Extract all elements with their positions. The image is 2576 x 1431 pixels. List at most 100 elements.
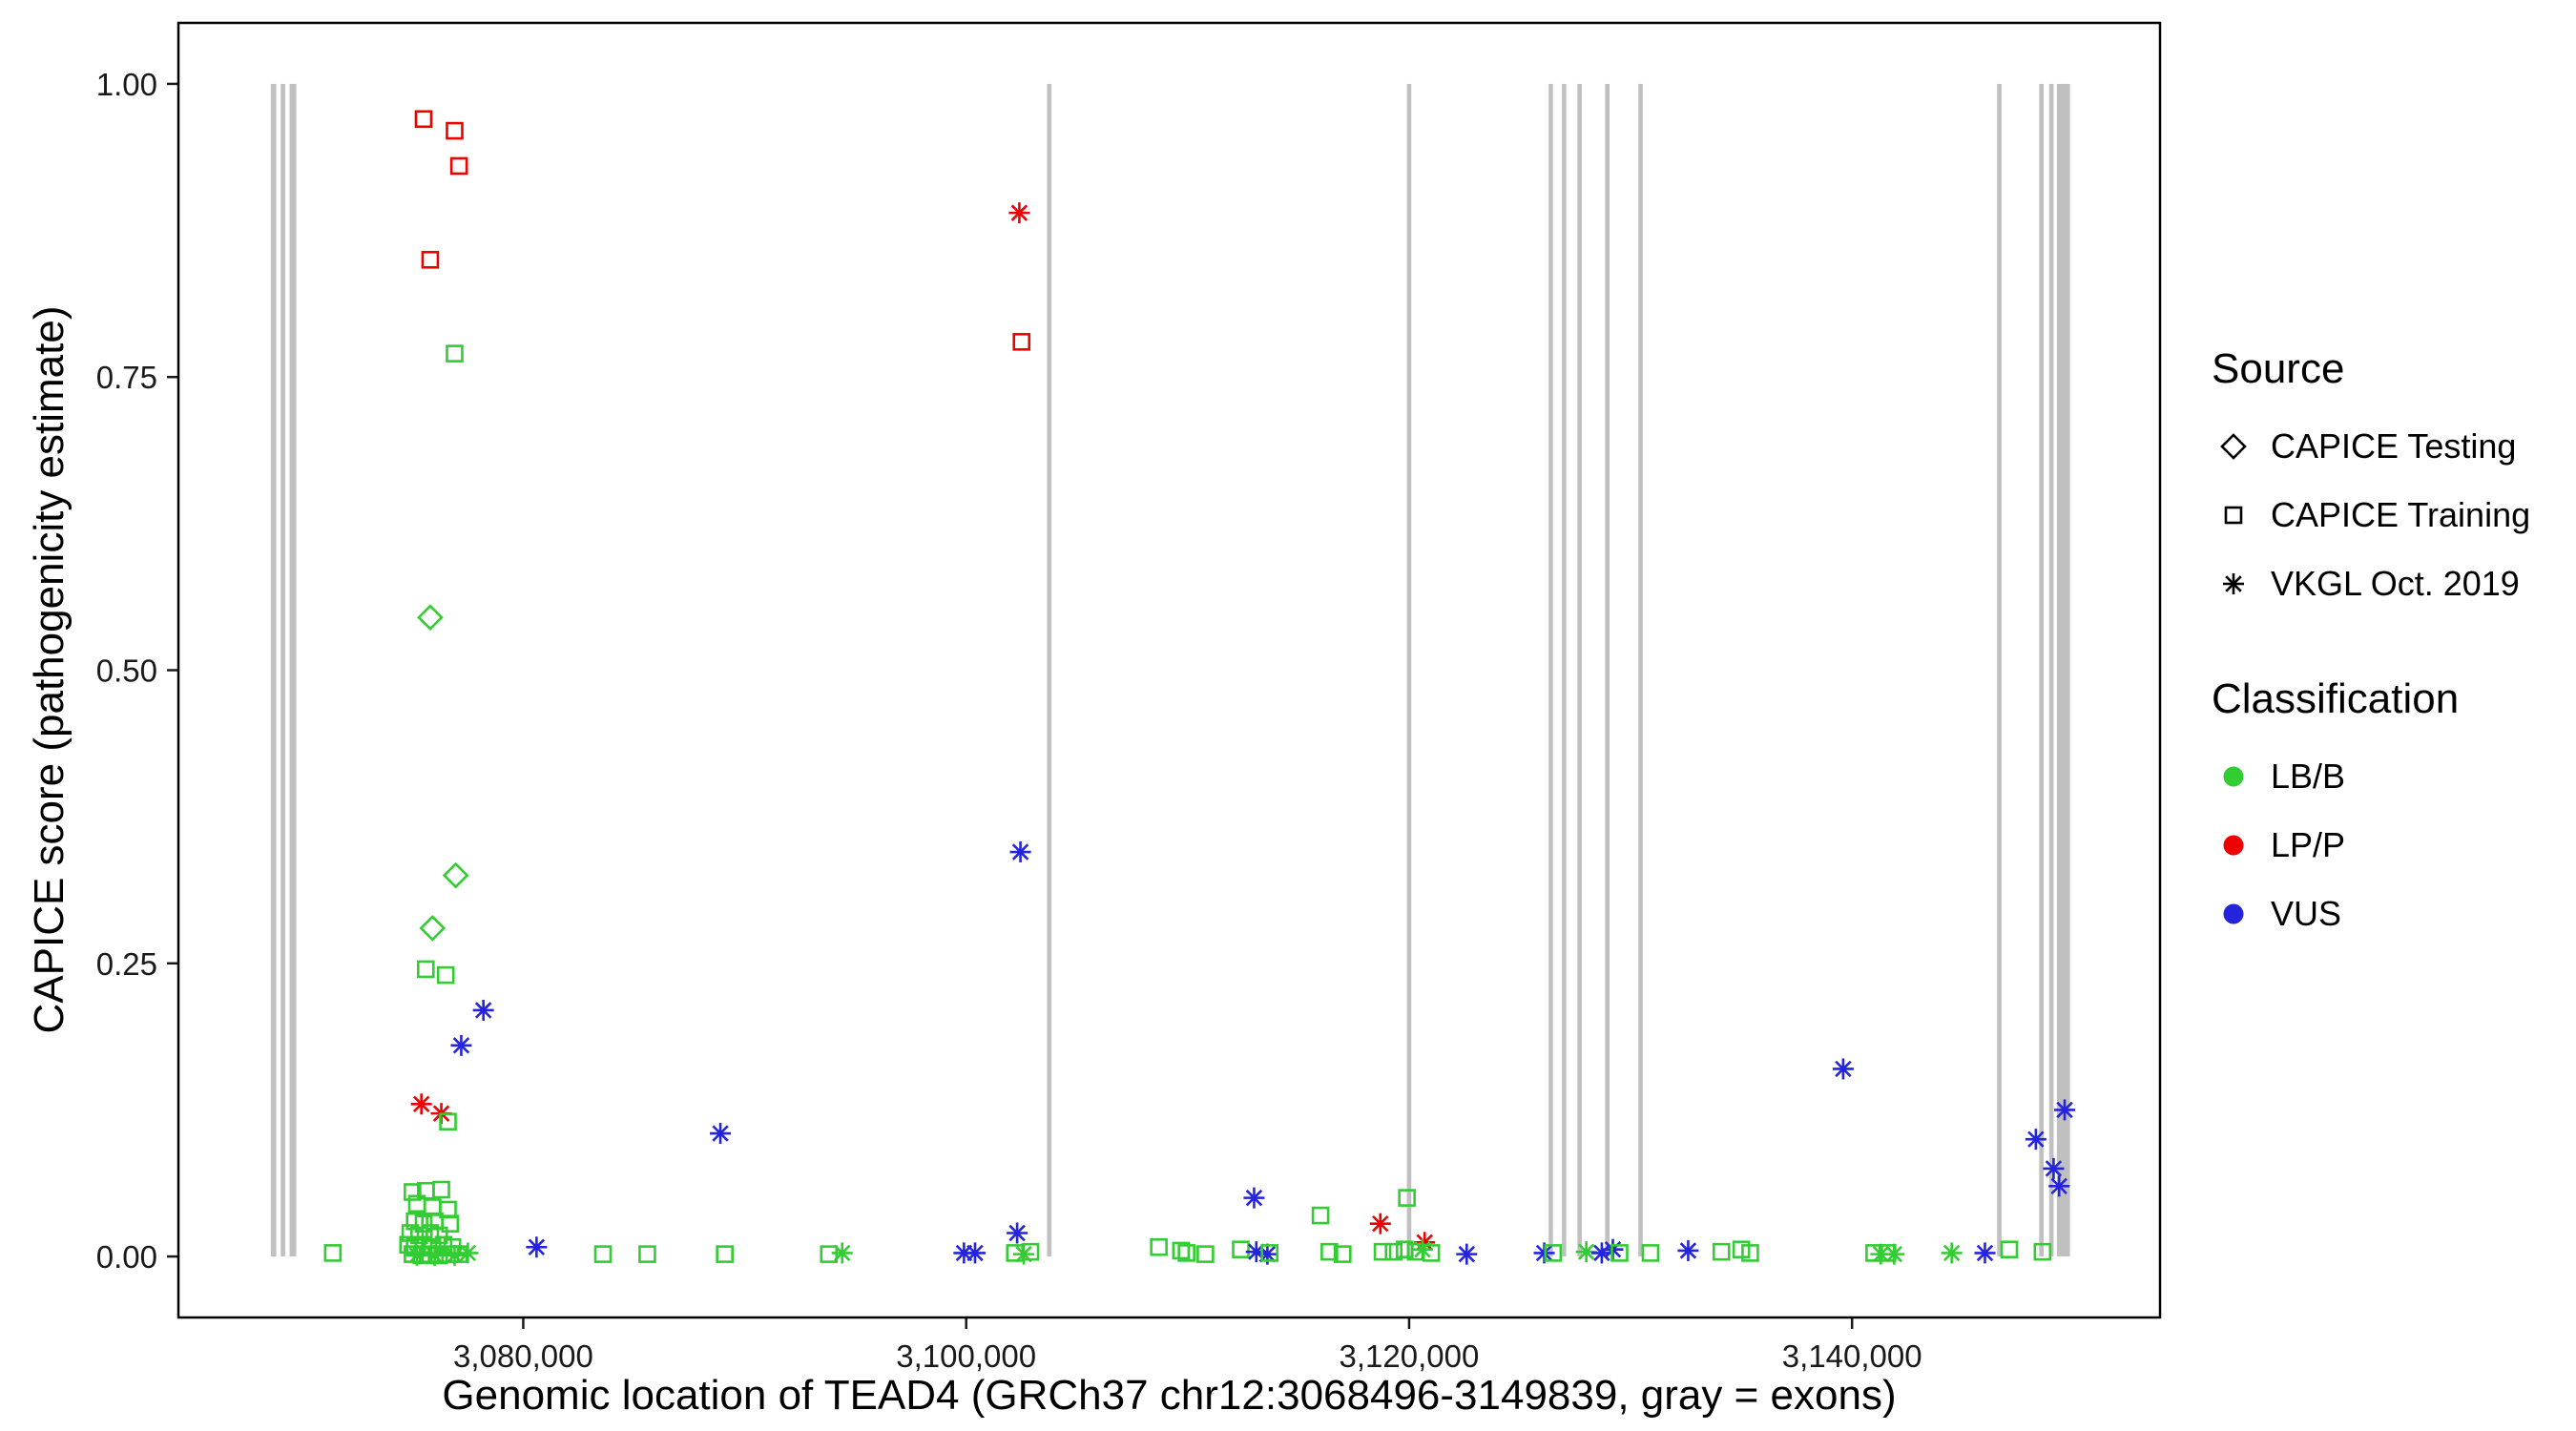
data-point-square <box>1232 1240 1250 1259</box>
legend-label-lbb: LB/B <box>2271 757 2346 796</box>
legend-title-source: Source <box>2212 345 2345 392</box>
exon-bar <box>1605 83 1610 1257</box>
data-point-asterisk <box>1593 1244 1610 1262</box>
legend-item-vus: VUS <box>2212 880 2530 948</box>
data-point-square <box>638 1245 656 1263</box>
data-point-asterisk <box>426 1247 444 1264</box>
exon-bar <box>1406 83 1412 1257</box>
data-point-square <box>1150 1237 1168 1256</box>
data-point-square <box>1320 1242 1339 1261</box>
data-point-square <box>414 110 433 129</box>
data-point-square <box>1384 1242 1403 1261</box>
data-point-asterisk <box>1008 1224 1026 1242</box>
exon-bar <box>280 83 285 1257</box>
legend-item-capice-training: CAPICE Training <box>2212 481 2530 550</box>
data-point-square <box>436 965 455 985</box>
data-point-asterisk <box>1372 1214 1389 1233</box>
data-point-diamond <box>2220 433 2247 460</box>
x-tick-label: 3,140,000 <box>1782 1338 1922 1374</box>
data-point-diamond <box>419 915 447 942</box>
data-point-square <box>446 121 464 140</box>
data-point-square <box>410 1226 428 1245</box>
data-point-square <box>449 156 468 176</box>
plot-panel <box>178 23 2160 1317</box>
data-point-square <box>417 960 435 979</box>
data-point-square <box>1422 1244 1441 1262</box>
data-point-asterisk <box>2027 1130 2045 1148</box>
data-point-asterisk <box>446 1247 464 1264</box>
diamond-icon <box>2220 433 2247 460</box>
y-axis-title: CAPICE score (pathogenicity estimate) <box>26 305 73 1034</box>
legend-label-lpp: LP/P <box>2271 825 2346 864</box>
legend-title-classification: Classification <box>2212 675 2460 722</box>
data-point-asterisk <box>1245 1189 1263 1207</box>
y-tick-label: 0.00 <box>96 1239 157 1275</box>
data-point-square <box>1373 1242 1392 1261</box>
exon-bar <box>1562 83 1567 1257</box>
data-point-asterisk <box>528 1238 546 1255</box>
data-point-square <box>1012 333 1031 351</box>
data-point-asterisk <box>1679 1242 1697 1259</box>
data-point-square <box>404 1183 422 1201</box>
data-point-diamond <box>417 604 444 632</box>
x-tick-label: 3,120,000 <box>1340 1338 1480 1374</box>
data-point-square <box>432 1180 450 1199</box>
exon-bar <box>289 83 297 1257</box>
data-point-asterisk <box>2045 1160 2063 1177</box>
data-point-square <box>2000 1240 2019 1259</box>
data-point-square <box>1712 1242 1731 1261</box>
exon-bar <box>1577 83 1583 1257</box>
data-point-asterisk <box>408 1247 426 1264</box>
data-point-square <box>1021 1242 1040 1261</box>
data-point-square <box>421 250 440 269</box>
data-point-asterisk <box>1835 1060 1852 1078</box>
legend-label-capice-training: CAPICE Training <box>2271 495 2531 534</box>
x-tick-label: 3,080,000 <box>453 1338 593 1374</box>
exon-bar <box>1047 83 1052 1257</box>
data-point-square <box>593 1245 613 1263</box>
exon-bar <box>1997 83 2002 1257</box>
data-point-asterisk <box>474 1002 492 1019</box>
data-point-square <box>1196 1245 1215 1263</box>
data-point-dot <box>2223 766 2244 787</box>
y-tick-label: 0.75 <box>96 360 157 395</box>
data-point-square <box>2033 1242 2052 1261</box>
data-point-dot <box>2223 903 2244 924</box>
legend-label-capice-testing: CAPICE Testing <box>2271 426 2517 466</box>
lpp-dot-icon <box>2223 835 2244 856</box>
exon-bar <box>2039 83 2044 1257</box>
data-point-square <box>1641 1244 1660 1262</box>
exon-bar <box>1548 83 1553 1257</box>
data-point-square <box>1398 1189 1416 1207</box>
exon-bar <box>1638 83 1643 1257</box>
data-point-asterisk <box>2225 575 2242 592</box>
data-point-asterisk <box>1011 843 1029 861</box>
exon-bar <box>2056 83 2070 1257</box>
y-tick-label: 0.25 <box>96 946 157 982</box>
legend-item-lpp: LP/P <box>2212 811 2530 880</box>
data-point-asterisk <box>712 1125 729 1142</box>
data-point-asterisk <box>412 1095 430 1112</box>
legend: Source CAPICE Testing CAPICE Training VK… <box>2212 345 2530 948</box>
panel-border <box>177 21 2162 1319</box>
legend-item-vkgl: VKGL Oct. 2019 <box>2212 550 2530 618</box>
exon-bar <box>2048 83 2054 1257</box>
vus-dot-icon <box>2223 903 2244 924</box>
data-point-square <box>1610 1244 1629 1262</box>
data-point-square <box>716 1245 734 1263</box>
data-point-asterisk <box>834 1244 851 1262</box>
data-point-asterisk <box>1976 1244 1994 1262</box>
data-point-asterisk <box>1885 1245 1903 1263</box>
square-icon <box>2224 506 2243 525</box>
data-point-square <box>446 344 464 363</box>
data-point-asterisk <box>452 1037 470 1054</box>
data-point-asterisk <box>2050 1177 2067 1195</box>
lbb-dot-icon <box>2223 766 2244 787</box>
data-point-diamond <box>442 861 469 889</box>
y-tick-label: 0.50 <box>96 653 157 689</box>
data-point-square <box>1177 1244 1195 1262</box>
y-tick-label: 1.00 <box>96 67 157 102</box>
legend-item-capice-testing: CAPICE Testing <box>2212 412 2530 481</box>
